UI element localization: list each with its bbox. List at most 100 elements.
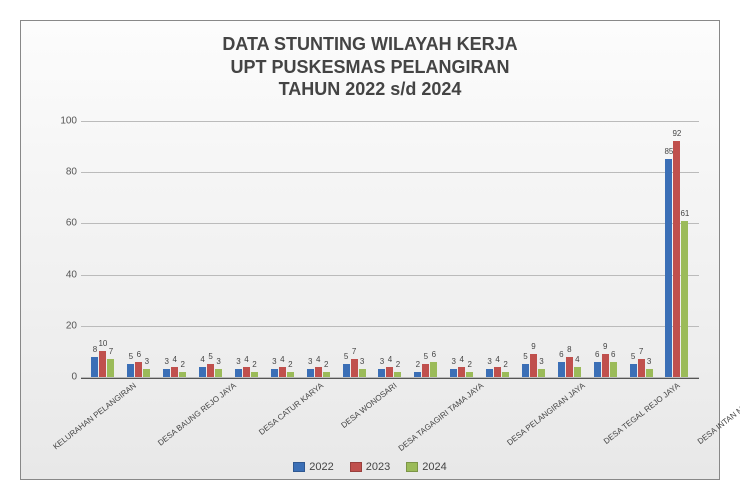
bar-value-label: 3 xyxy=(487,357,491,366)
bar: 5 xyxy=(127,364,134,377)
y-tick-label: 100 xyxy=(53,116,77,127)
bar: 92 xyxy=(673,141,680,377)
title-line-3: TAHUN 2022 s/d 2024 xyxy=(21,78,719,101)
bar-group: 8107 xyxy=(85,121,121,377)
title-line-2: UPT PUSKESMAS PELANGIRAN xyxy=(21,56,719,79)
bar-value-label: 3 xyxy=(539,357,543,366)
bar-group: 342 xyxy=(300,121,336,377)
x-tick-label: DESA INTAN MULIA JAYA xyxy=(733,352,740,484)
bar-group: 342 xyxy=(480,121,516,377)
bar-value-label: 4 xyxy=(244,355,248,364)
bar: 10 xyxy=(99,351,106,377)
bar-value-label: 6 xyxy=(137,350,141,359)
y-tick-label: 0 xyxy=(53,372,77,383)
bar: 7 xyxy=(107,359,114,377)
bar-value-label: 4 xyxy=(495,355,499,364)
bar-value-label: 2 xyxy=(324,360,328,369)
bar-value-label: 3 xyxy=(216,357,220,366)
bar-value-label: 3 xyxy=(145,357,149,366)
bar: 4 xyxy=(199,367,206,377)
bar-value-label: 3 xyxy=(647,357,651,366)
bar: 5 xyxy=(207,364,214,377)
legend-item-2023: 2023 xyxy=(350,461,390,473)
bar: 8 xyxy=(566,357,573,377)
bar-value-label: 4 xyxy=(388,355,392,364)
bar-value-label: 6 xyxy=(432,350,436,359)
bar-group: 342 xyxy=(157,121,193,377)
bar-value-label: 4 xyxy=(459,355,463,364)
bar: 61 xyxy=(681,221,688,377)
bar-value-label: 8 xyxy=(93,345,97,354)
bar-value-label: 7 xyxy=(352,347,356,356)
bar-value-label: 5 xyxy=(424,352,428,361)
bars: 8107563342453342342342573342256342342593… xyxy=(81,121,699,377)
bar-group: 342 xyxy=(229,121,265,377)
bar: 4 xyxy=(458,367,465,377)
legend-label-2023: 2023 xyxy=(366,461,390,473)
bar-group: 342 xyxy=(264,121,300,377)
bar: 6 xyxy=(558,362,565,377)
bar-value-label: 4 xyxy=(316,355,320,364)
chart-title: DATA STUNTING WILAYAH KERJA UPT PUSKESMA… xyxy=(21,21,719,101)
bar-value-label: 9 xyxy=(603,342,607,351)
bar: 3 xyxy=(450,369,457,377)
y-tick-label: 40 xyxy=(53,269,77,280)
bar-group: 573 xyxy=(336,121,372,377)
bar-group: 563 xyxy=(121,121,157,377)
legend-label-2022: 2022 xyxy=(309,461,333,473)
bar-value-label: 2 xyxy=(396,360,400,369)
bar: 3 xyxy=(646,369,653,377)
bar-value-label: 2 xyxy=(288,360,292,369)
legend-label-2024: 2024 xyxy=(422,461,446,473)
bar-value-label: 8 xyxy=(567,345,571,354)
bar-value-label: 3 xyxy=(236,357,240,366)
legend-swatch-2024 xyxy=(406,462,418,472)
bar-value-label: 3 xyxy=(360,357,364,366)
legend-swatch-2023 xyxy=(350,462,362,472)
bar-value-label: 4 xyxy=(200,355,204,364)
bar-value-label: 61 xyxy=(680,209,689,218)
bar-value-label: 3 xyxy=(380,357,384,366)
bar-value-label: 5 xyxy=(129,352,133,361)
bar-value-label: 7 xyxy=(639,347,643,356)
y-tick-label: 60 xyxy=(53,218,77,229)
bar-group: 342 xyxy=(372,121,408,377)
bar-value-label: 6 xyxy=(595,350,599,359)
legend-item-2024: 2024 xyxy=(406,461,446,473)
legend-item-2022: 2022 xyxy=(293,461,333,473)
bar: 4 xyxy=(315,367,322,377)
y-tick-label: 80 xyxy=(53,167,77,178)
bar-value-label: 85 xyxy=(664,147,673,156)
bar: 3 xyxy=(307,369,314,377)
bar-value-label: 3 xyxy=(451,357,455,366)
bar: 3 xyxy=(215,369,222,377)
bar-value-label: 4 xyxy=(280,355,284,364)
bar-value-label: 3 xyxy=(308,357,312,366)
bar: 4 xyxy=(574,367,581,377)
bar: 3 xyxy=(378,369,385,377)
bar-group: 342 xyxy=(444,121,480,377)
title-line-1: DATA STUNTING WILAYAH KERJA xyxy=(21,33,719,56)
bar: 4 xyxy=(386,367,393,377)
bar-group: 859261 xyxy=(659,121,695,377)
bar-value-label: 2 xyxy=(467,360,471,369)
bar: 7 xyxy=(638,359,645,377)
bar: 8 xyxy=(91,357,98,377)
bar-group: 573 xyxy=(623,121,659,377)
bar-value-label: 5 xyxy=(631,352,635,361)
legend-swatch-2022 xyxy=(293,462,305,472)
bar-value-label: 6 xyxy=(559,350,563,359)
bar-value-label: 7 xyxy=(109,347,113,356)
chart-container: DATA STUNTING WILAYAH KERJA UPT PUSKESMA… xyxy=(20,20,720,480)
y-tick-label: 20 xyxy=(53,320,77,331)
bar-value-label: 9 xyxy=(531,342,535,351)
bar-group: 256 xyxy=(408,121,444,377)
legend: 2022 2023 2024 xyxy=(21,461,719,473)
bar: 2 xyxy=(466,372,473,377)
bar-group: 696 xyxy=(587,121,623,377)
bar-group: 593 xyxy=(516,121,552,377)
bar-value-label: 92 xyxy=(672,129,681,138)
bar-group: 453 xyxy=(193,121,229,377)
bar: 85 xyxy=(665,159,672,377)
plot-area: 0204060801008107563342453342342342573342… xyxy=(81,121,699,379)
